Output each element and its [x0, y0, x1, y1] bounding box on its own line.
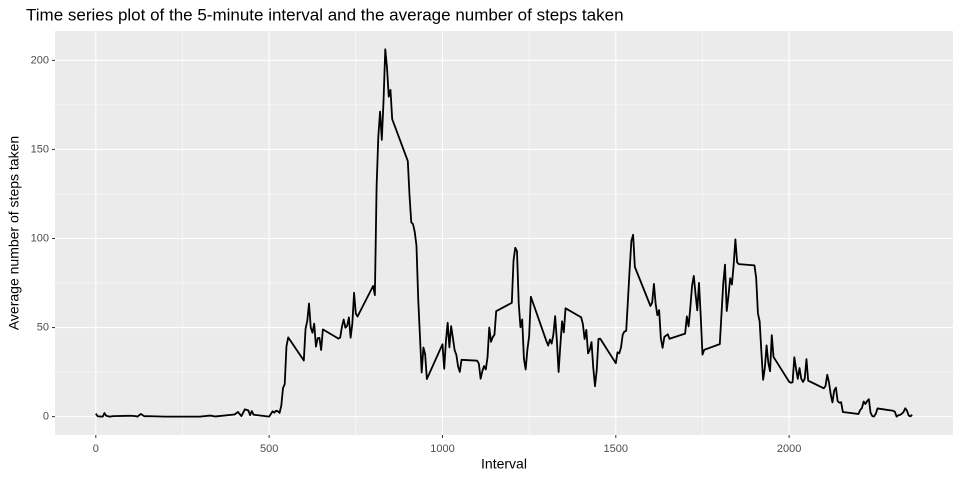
y-axis-label: Average number of steps taken [6, 136, 22, 330]
x-tick-label: 1000 [430, 443, 454, 455]
y-tick-label: 200 [31, 54, 49, 66]
y-tick-label: 150 [31, 143, 49, 155]
x-tick-label: 500 [260, 443, 278, 455]
x-axis-label: Interval [481, 456, 527, 472]
y-tick-label: 50 [37, 321, 49, 333]
x-tick-label: 1500 [604, 443, 628, 455]
line [95, 48, 913, 418]
y-tick-label: 0 [43, 411, 49, 423]
chart-title: Time series plot of the 5-minute interva… [26, 5, 624, 24]
y-tick-label: 100 [31, 232, 49, 244]
panel [55, 31, 953, 435]
x-tick-label: 0 [93, 443, 99, 455]
x-tick-label: 2000 [777, 443, 801, 455]
